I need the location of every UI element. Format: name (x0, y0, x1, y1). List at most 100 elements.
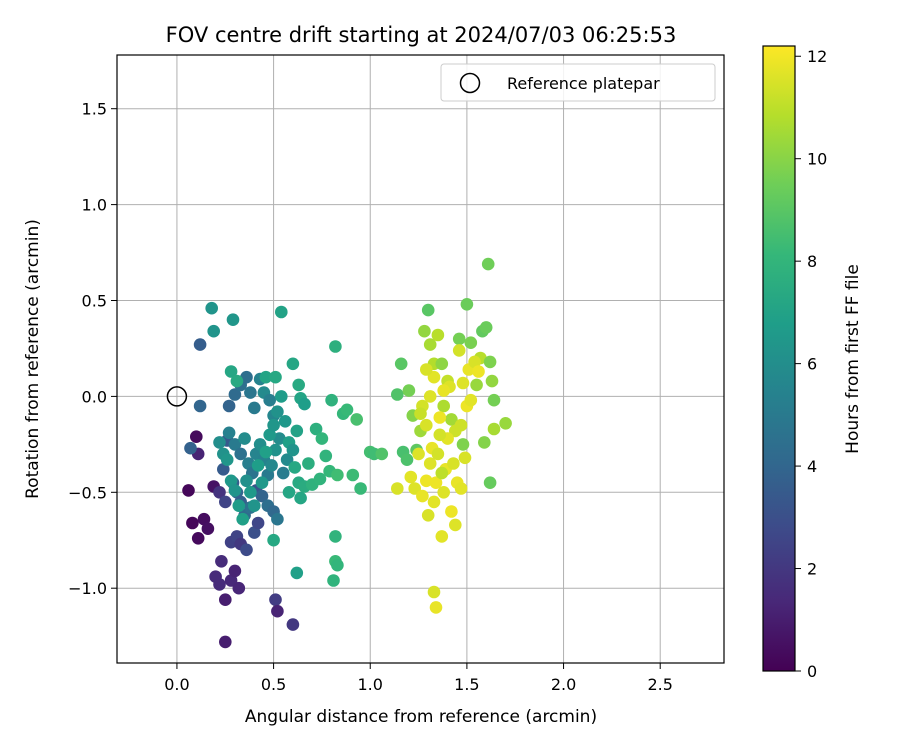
x-tick-label: 2.5 (647, 675, 672, 694)
data-point (452, 332, 466, 346)
data-point (290, 424, 304, 438)
data-point (431, 328, 445, 342)
data-point (228, 564, 242, 578)
plot-background (117, 55, 724, 663)
data-point (433, 428, 447, 442)
data-point (402, 384, 416, 397)
data-point (449, 518, 462, 532)
data-point (487, 422, 501, 436)
data-point (288, 461, 302, 474)
legend-open-circle-icon (459, 72, 481, 94)
colorbar-tick-label: 12 (807, 47, 827, 66)
data-point (456, 376, 470, 390)
data-point (230, 374, 244, 388)
data-point (228, 388, 242, 401)
data-point (445, 413, 458, 426)
colorbar-label: Hours from first FF file (843, 264, 863, 454)
colorbar: 0 2 4 6 8 10 12 Hours from first FF file (762, 45, 863, 681)
data-point (182, 484, 195, 497)
data-point (232, 581, 246, 595)
data-point (427, 370, 441, 384)
data-point (271, 512, 284, 526)
y-tick-label: 0.0 (82, 387, 107, 406)
x-tick-label: 2.0 (551, 675, 576, 694)
data-point (251, 516, 265, 530)
data-point (224, 474, 238, 488)
data-point (302, 457, 315, 470)
data-point (319, 449, 333, 463)
colorbar-tick-label: 2 (807, 560, 817, 579)
data-point (219, 495, 232, 509)
data-point (267, 418, 280, 432)
data-point (499, 417, 512, 430)
reference-marker (166, 386, 188, 407)
data-point (329, 340, 342, 353)
data-point (224, 365, 238, 378)
data-point (313, 472, 327, 486)
data-point (429, 601, 443, 614)
data-point (280, 453, 294, 467)
data-point (240, 370, 253, 384)
data-point (429, 476, 443, 490)
data-point (286, 357, 300, 371)
data-point (414, 407, 427, 421)
colorbar-tick-label: 6 (807, 355, 817, 374)
data-point (431, 447, 445, 461)
data-point (248, 499, 261, 512)
data-point (420, 363, 433, 376)
data-point (331, 468, 344, 482)
data-point (259, 445, 273, 459)
data-point (375, 447, 389, 461)
data-point (265, 459, 278, 472)
data-point (286, 443, 300, 457)
data-point (331, 558, 344, 572)
data-point (255, 476, 269, 490)
data-point (435, 530, 449, 543)
data-point (454, 418, 468, 432)
data-point (394, 357, 408, 371)
data-point (269, 443, 282, 457)
colorbar-frame (762, 45, 796, 672)
data-point (224, 574, 238, 587)
y-tick-label: −1.0 (68, 579, 107, 598)
data-point (485, 374, 499, 388)
data-point (213, 436, 226, 449)
data-point (278, 415, 292, 428)
data-point (435, 466, 449, 480)
data-point (222, 426, 236, 440)
data-point (412, 447, 425, 461)
x-ticks: 0.0 0.5 1.0 1.5 2.0 2.5 (164, 663, 673, 694)
data-point (242, 457, 255, 470)
scatter-points (182, 257, 512, 649)
data-point (472, 365, 485, 378)
plot-frame (116, 54, 725, 664)
data-point (416, 489, 429, 503)
data-point (186, 516, 199, 530)
legend-label: Reference platepar (507, 74, 660, 93)
data-point (269, 370, 282, 384)
chart-title: FOV centre drift starting at 2024/07/03 … (166, 23, 677, 47)
data-point (232, 499, 246, 512)
data-point (458, 451, 472, 465)
data-point (350, 413, 364, 426)
data-point (220, 453, 234, 467)
data-point (228, 484, 242, 497)
legend-box (440, 63, 716, 102)
data-point (207, 324, 220, 338)
data-point (244, 386, 257, 399)
data-point (404, 470, 418, 484)
data-point (454, 482, 468, 495)
data-point (427, 585, 441, 599)
data-point (240, 474, 253, 488)
data-point (354, 482, 367, 495)
data-point (290, 566, 304, 580)
data-point (437, 384, 451, 397)
data-point (391, 388, 404, 401)
data-point (423, 338, 437, 351)
colorbar-tick-label: 8 (807, 252, 817, 271)
data-point (226, 313, 240, 327)
y-axis-label: Rotation from reference (arcmin) (23, 219, 43, 499)
colorbar-ticks: 0 2 4 6 8 10 12 (795, 47, 827, 681)
data-point (309, 422, 323, 436)
